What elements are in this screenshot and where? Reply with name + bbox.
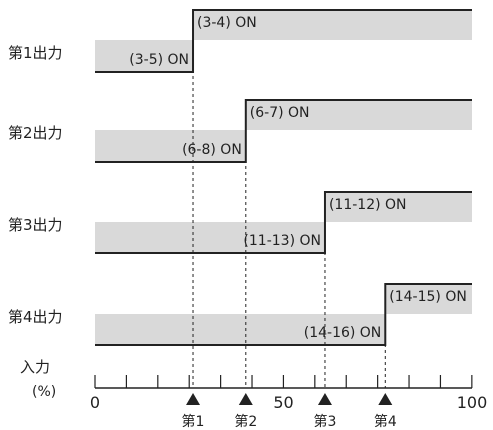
- switch-marker: 第4: [374, 393, 397, 430]
- after-switch-label: (3-4) ON: [197, 15, 257, 31]
- before-switch-label: (11-13) ON: [243, 233, 321, 249]
- high-state-band: [324, 192, 472, 222]
- switch-marker: 第3: [314, 393, 337, 430]
- high-state-band: [245, 100, 472, 130]
- input-axis: 入力 (%) 0 50 100: [20, 358, 487, 412]
- switch-marker: 第1: [182, 393, 205, 430]
- switch-markers: 第1 第2 第3 第4: [182, 393, 397, 430]
- tick-label: 100: [457, 393, 488, 412]
- triangle-marker-icon: [238, 393, 253, 405]
- axis-title: 入力: [20, 358, 50, 376]
- before-switch-label: (6-8) ON: [182, 142, 242, 158]
- axis-unit: (%): [32, 384, 56, 400]
- low-state-band: [95, 40, 194, 72]
- output-label: 第2出力: [8, 124, 63, 142]
- low-state-band: [95, 314, 386, 345]
- axis-ticks: [94, 375, 473, 388]
- tick-label: 50: [273, 393, 293, 412]
- before-switch-label: (3-5) ON: [129, 52, 189, 68]
- after-switch-label: (11-12) ON: [329, 197, 407, 213]
- triangle-marker-icon: [186, 393, 201, 405]
- after-switch-label: (6-7) ON: [250, 105, 310, 121]
- marker-label: 第3: [314, 413, 337, 430]
- before-switch-label: (14-16) ON: [304, 325, 382, 341]
- output-row-4: 第4出力 (14-16) ON (14-15) ON: [8, 283, 472, 346]
- marker-label: 第4: [374, 413, 397, 430]
- marker-label: 第2: [234, 413, 257, 430]
- low-state-band: [95, 222, 325, 253]
- low-state-band: [95, 130, 246, 162]
- output-label: 第1出力: [8, 44, 63, 62]
- switch-point-guides: [192, 10, 386, 388]
- tick-label: 0: [90, 393, 100, 412]
- output-label: 第4出力: [8, 308, 63, 326]
- switch-marker: 第2: [234, 393, 257, 430]
- output-row-1: 第1出力 (3-5) ON (3-4) ON: [8, 9, 472, 73]
- after-switch-label: (14-15) ON: [389, 289, 467, 305]
- high-state-band: [193, 10, 472, 40]
- output-row-3: 第3出力 (11-13) ON (11-12) ON: [8, 191, 472, 254]
- output-label: 第3出力: [8, 216, 63, 234]
- triangle-marker-icon: [378, 393, 393, 405]
- marker-label: 第1: [182, 413, 205, 430]
- output-row-2: 第2出力 (6-8) ON (6-7) ON: [8, 99, 472, 163]
- triangle-marker-icon: [317, 393, 332, 405]
- high-state-band: [385, 284, 472, 314]
